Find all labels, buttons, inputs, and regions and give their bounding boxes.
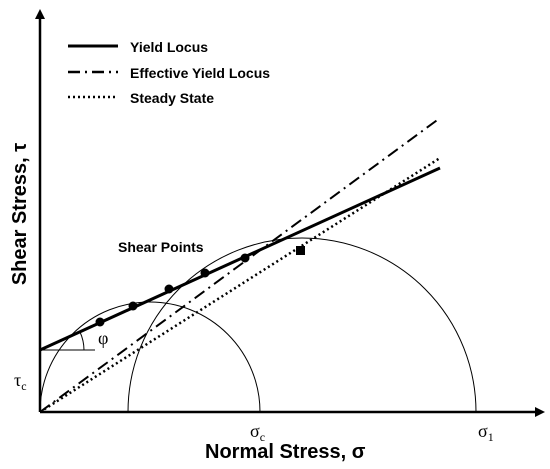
steady-state-line (39, 156, 441, 414)
legend-label-steady-state: Steady State (130, 90, 214, 106)
shear-point (200, 268, 210, 278)
steady-state-point (296, 246, 305, 255)
phi-label: φ (98, 328, 108, 348)
tau-c-label: τc (14, 370, 27, 393)
y-axis-title: Shear Stress, τ (9, 143, 31, 285)
legend-label-effective-yield-locus: Effective Yield Locus (130, 65, 270, 81)
shear-points (95, 253, 250, 327)
x-axis-title: Normal Stress, σ (205, 441, 366, 463)
large-mohr-circle (127, 237, 477, 413)
shear-point (95, 317, 105, 327)
sigma-c-label: σc (250, 421, 265, 444)
shear-point (240, 253, 250, 263)
shear-points-label: Shear Points (118, 239, 204, 255)
shear-point (128, 301, 138, 311)
effective-yield-locus-line (39, 117, 441, 413)
sigma-1-label: σ1 (478, 421, 494, 444)
small-mohr-circle (39, 301, 261, 413)
shear-point (164, 284, 174, 294)
yield-locus-line (39, 166, 441, 352)
legend: Yield Locus Effective Yield Locus Steady… (68, 39, 270, 106)
legend-label-yield-locus: Yield Locus (130, 39, 208, 55)
phi-angle-arc (79, 331, 85, 351)
